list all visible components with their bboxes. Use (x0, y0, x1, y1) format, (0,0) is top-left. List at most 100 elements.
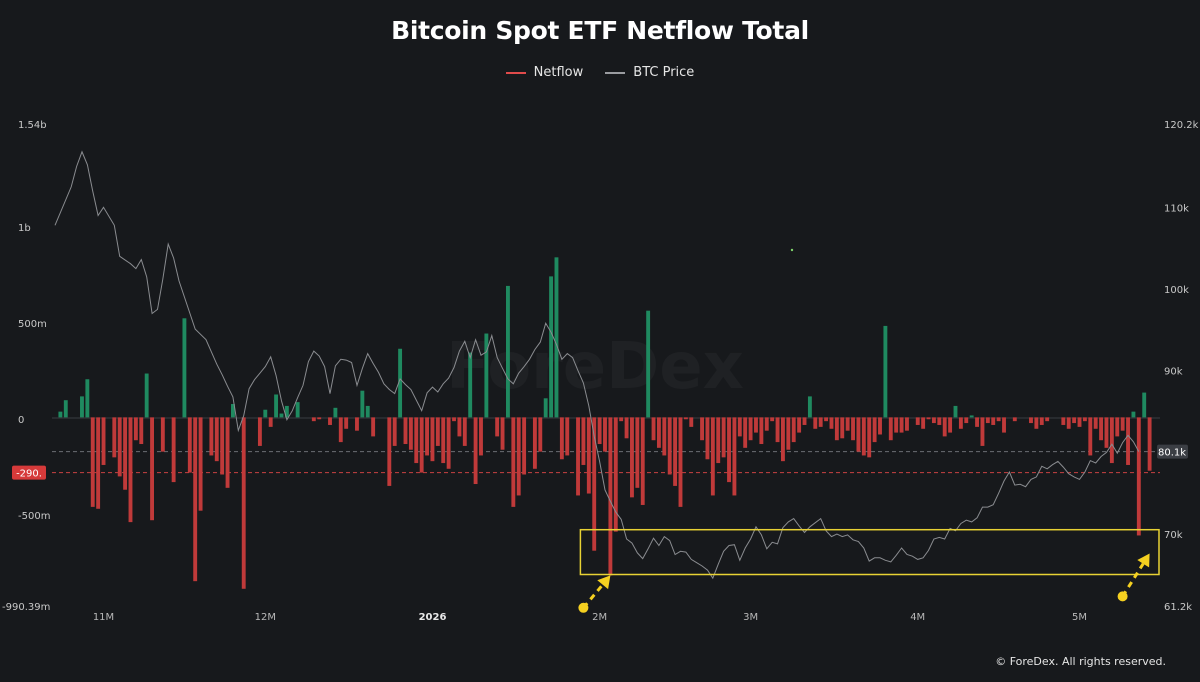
netflow-bar-inflow (295, 402, 300, 418)
legend-item-btc-price[interactable]: BTC Price (605, 65, 694, 80)
netflow-bar-outflow (818, 417, 823, 427)
netflow-bar-outflow (187, 417, 192, 473)
left-axis-tick-label: 500m (18, 319, 47, 330)
netflow-bar-outflow (759, 417, 764, 445)
watermark: ForeDex (446, 330, 744, 404)
netflow-bar-outflow (732, 417, 737, 496)
netflow-bar-outflow (1045, 417, 1050, 422)
netflow-reference-label: -290. (16, 469, 42, 480)
netflow-bar-outflow (705, 417, 710, 460)
netflow-bar-inflow (284, 405, 289, 418)
netflow-bar-outflow (1029, 417, 1033, 424)
netflow-bar-outflow (371, 417, 376, 437)
netflow-bar-outflow (317, 417, 322, 420)
netflow-bar-outflow (1099, 417, 1104, 441)
legend-item-netflow[interactable]: Netflow (505, 65, 583, 80)
netflow-bar-outflow (619, 417, 624, 422)
netflow-bar-outflow (872, 417, 877, 443)
netflow-bar-outflow (328, 417, 332, 425)
netflow-bar-outflow (737, 417, 742, 437)
netflow-bar-outflow (473, 417, 478, 485)
netflow-bar-outflow (700, 417, 704, 441)
x-axis-tick-label: 11M (93, 612, 114, 623)
netflow-bar-outflow (845, 417, 850, 431)
price-reference-label-bg (1157, 444, 1188, 459)
netflow-bar-outflow (673, 417, 678, 486)
chart-title: Bitcoin Spot ETF Netflow Total (391, 16, 809, 45)
netflow-bar-outflow (160, 417, 165, 452)
netflow-bar-outflow (338, 417, 343, 443)
x-axis-tick-label: 2M (592, 612, 607, 623)
netflow-bar-inflow (468, 352, 473, 418)
right-axis-tick-label: 70k (1164, 530, 1183, 541)
netflow-bar-inflow (1142, 392, 1147, 418)
netflow-bar-outflow (268, 417, 273, 427)
netflow-bar-inflow (63, 400, 68, 418)
netflow-bar-inflow (58, 411, 63, 418)
netflow-bar-inflow (85, 379, 90, 418)
netflow-bar-inflow (144, 373, 149, 418)
netflow-bar-outflow (1120, 417, 1125, 431)
x-axis-tick-label: 2026 (419, 612, 447, 623)
netflow-bar-outflow (802, 417, 807, 425)
netflow-bar-outflow (1088, 417, 1093, 456)
x-axis-tick-label: 12M (255, 612, 276, 623)
netflow-bar-outflow (1039, 417, 1044, 425)
netflow-bar-inflow (484, 333, 489, 418)
netflow-bar-outflow (576, 417, 580, 496)
netflow-bar-outflow (840, 417, 845, 439)
netflow-bar-outflow (441, 417, 446, 464)
netflow-bar-outflow (150, 417, 154, 521)
netflow-bar-outflow (1002, 417, 1006, 433)
netflow-bar-outflow (257, 417, 262, 446)
price-reference-label: 80.1k (1158, 448, 1186, 459)
netflow-bar-inflow (543, 398, 548, 418)
left-axis-tick-label: 0 (18, 415, 24, 426)
netflow-bar-outflow (721, 417, 726, 458)
netflow-bar-outflow (193, 417, 198, 582)
netflow-bar-outflow (1012, 417, 1017, 422)
netflow-bar-outflow (586, 417, 591, 494)
netflow-bar-inflow (80, 396, 84, 418)
netflow-bar-outflow (964, 417, 969, 424)
netflow-bar-outflow (479, 417, 483, 456)
netflow-bar-inflow (506, 285, 510, 418)
netflow-bar-outflow (888, 417, 893, 441)
netflow-bar-outflow (683, 417, 688, 420)
netflow-bars (58, 257, 1152, 589)
netflow-bar-outflow (462, 417, 467, 446)
netflow-bar-outflow (710, 417, 715, 496)
netflow-bar-outflow (786, 417, 791, 450)
netflow-bar-outflow (452, 417, 456, 422)
netflow-bar-inflow (883, 325, 888, 418)
netflow-bar-outflow (678, 417, 683, 507)
netflow-bar-inflow (274, 394, 279, 418)
netflow-bar-outflow (635, 417, 640, 488)
copyright-notice: © ForeDex. All rights reserved. (995, 655, 1166, 668)
netflow-bar-inflow (646, 310, 651, 418)
netflow-bar-outflow (214, 417, 219, 462)
netflow-bar-outflow (408, 417, 413, 450)
netflow-bar-outflow (781, 417, 785, 462)
netflow-bar-outflow (1126, 417, 1130, 465)
x-axis-tick-label: 4M (910, 612, 925, 623)
marker-dot (790, 248, 794, 252)
netflow-bar-outflow (241, 417, 246, 589)
netflow-bar-outflow (662, 417, 667, 456)
netflow-bar-inflow (365, 405, 370, 418)
netflow-bar-outflow (958, 417, 963, 429)
right-axis-tick-label: 90k (1164, 367, 1183, 378)
netflow-bar-outflow (1104, 417, 1109, 448)
highlight-box (579, 528, 1160, 576)
netflow-bar-outflow (996, 417, 1001, 422)
netflow-bar-outflow (1136, 417, 1141, 536)
netflow-bar-outflow (430, 417, 435, 462)
netflow-bar-inflow (182, 318, 187, 418)
x-axis-tick-label: 5M (1072, 612, 1087, 623)
netflow-bar-outflow (355, 417, 359, 431)
netflow-bar-outflow (495, 417, 500, 437)
netflow-bar-outflow (171, 417, 176, 483)
netflow-bar-outflow (133, 417, 138, 441)
netflow-bar-outflow (824, 417, 829, 422)
netflow-bar-outflow (209, 417, 214, 456)
